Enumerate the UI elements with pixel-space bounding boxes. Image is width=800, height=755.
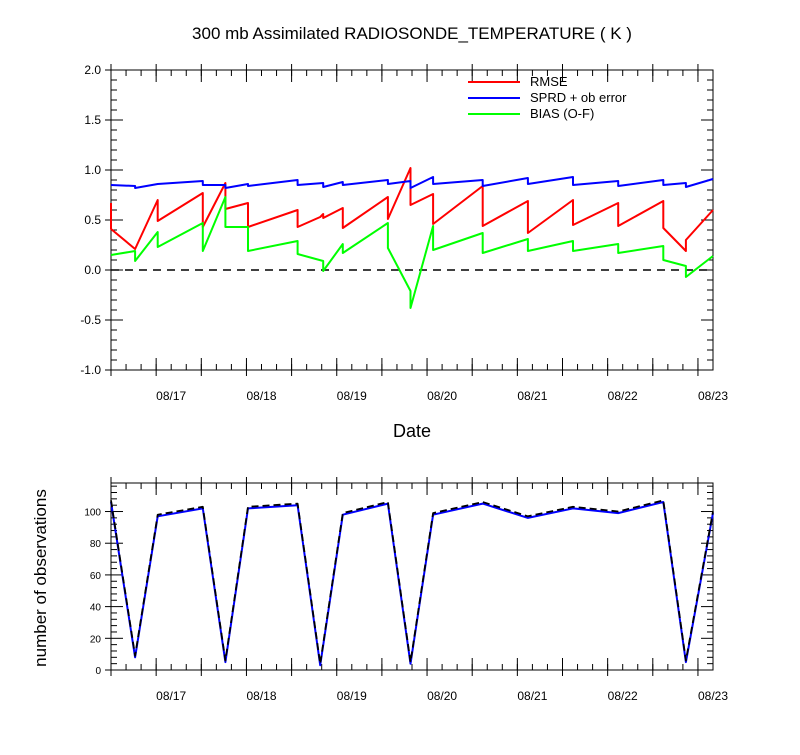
p2-x-tick-label: 08/20 <box>427 689 457 703</box>
p1-series-bias-o-f <box>110 196 714 309</box>
chart-title: 300 mb Assimilated RADIOSONDE_TEMPERATUR… <box>192 24 632 43</box>
p2-x-tick-label: 08/21 <box>517 689 547 703</box>
p1-y-tick-label: -1.0 <box>80 363 101 377</box>
p2-y-tick-label: 100 <box>84 508 101 519</box>
p1-y-tick-label: 0.5 <box>84 213 101 227</box>
p1-x-tick-label: 08/19 <box>337 389 367 403</box>
p1-series-sprd-ob-error <box>110 176 714 189</box>
p1-plot-frame <box>110 69 714 371</box>
legend-label-1: SPRD + ob error <box>530 90 627 105</box>
p2-x-tick-label: 08/19 <box>337 689 367 703</box>
legend-label-2: BIAS (O-F) <box>530 106 594 121</box>
p2-y-tick-label: 0 <box>95 666 101 677</box>
x-axis-label: Date <box>393 421 431 441</box>
p1-y-tick-label: 2.0 <box>84 63 101 77</box>
p2-y-tick-label: 40 <box>90 603 102 614</box>
p2-obs-series-dashed <box>110 499 714 665</box>
p2-obs-series-solid <box>110 501 714 667</box>
p1-x-tick-label: 08/20 <box>427 389 457 403</box>
p2-y-tick-label: 60 <box>90 571 102 582</box>
p1-y-tick-label: -0.5 <box>80 313 101 327</box>
p1-x-tick-label: 08/21 <box>517 389 547 403</box>
p1-x-tick-label: 08/17 <box>156 389 186 403</box>
p1-x-tick-label: 08/22 <box>608 389 638 403</box>
p1-x-tick-label: 08/18 <box>246 389 276 403</box>
p1-x-tick-label: 08/23 <box>698 389 728 403</box>
p1-y-tick-label: 1.5 <box>84 113 101 127</box>
p2-y-tick-label: 20 <box>90 634 102 645</box>
p2-x-tick-label: 08/23 <box>698 689 728 703</box>
p1-y-tick-label: 0.0 <box>84 263 101 277</box>
p1-y-tick-label: 1.0 <box>84 163 101 177</box>
p2-y-tick-label: 80 <box>90 539 102 550</box>
p2-x-tick-label: 08/22 <box>608 689 638 703</box>
p2-x-tick-label: 08/17 <box>156 689 186 703</box>
y-axis-label: number of observations <box>31 489 50 667</box>
p2-x-tick-label: 08/18 <box>246 689 276 703</box>
legend-label-0: RMSE <box>530 74 568 89</box>
